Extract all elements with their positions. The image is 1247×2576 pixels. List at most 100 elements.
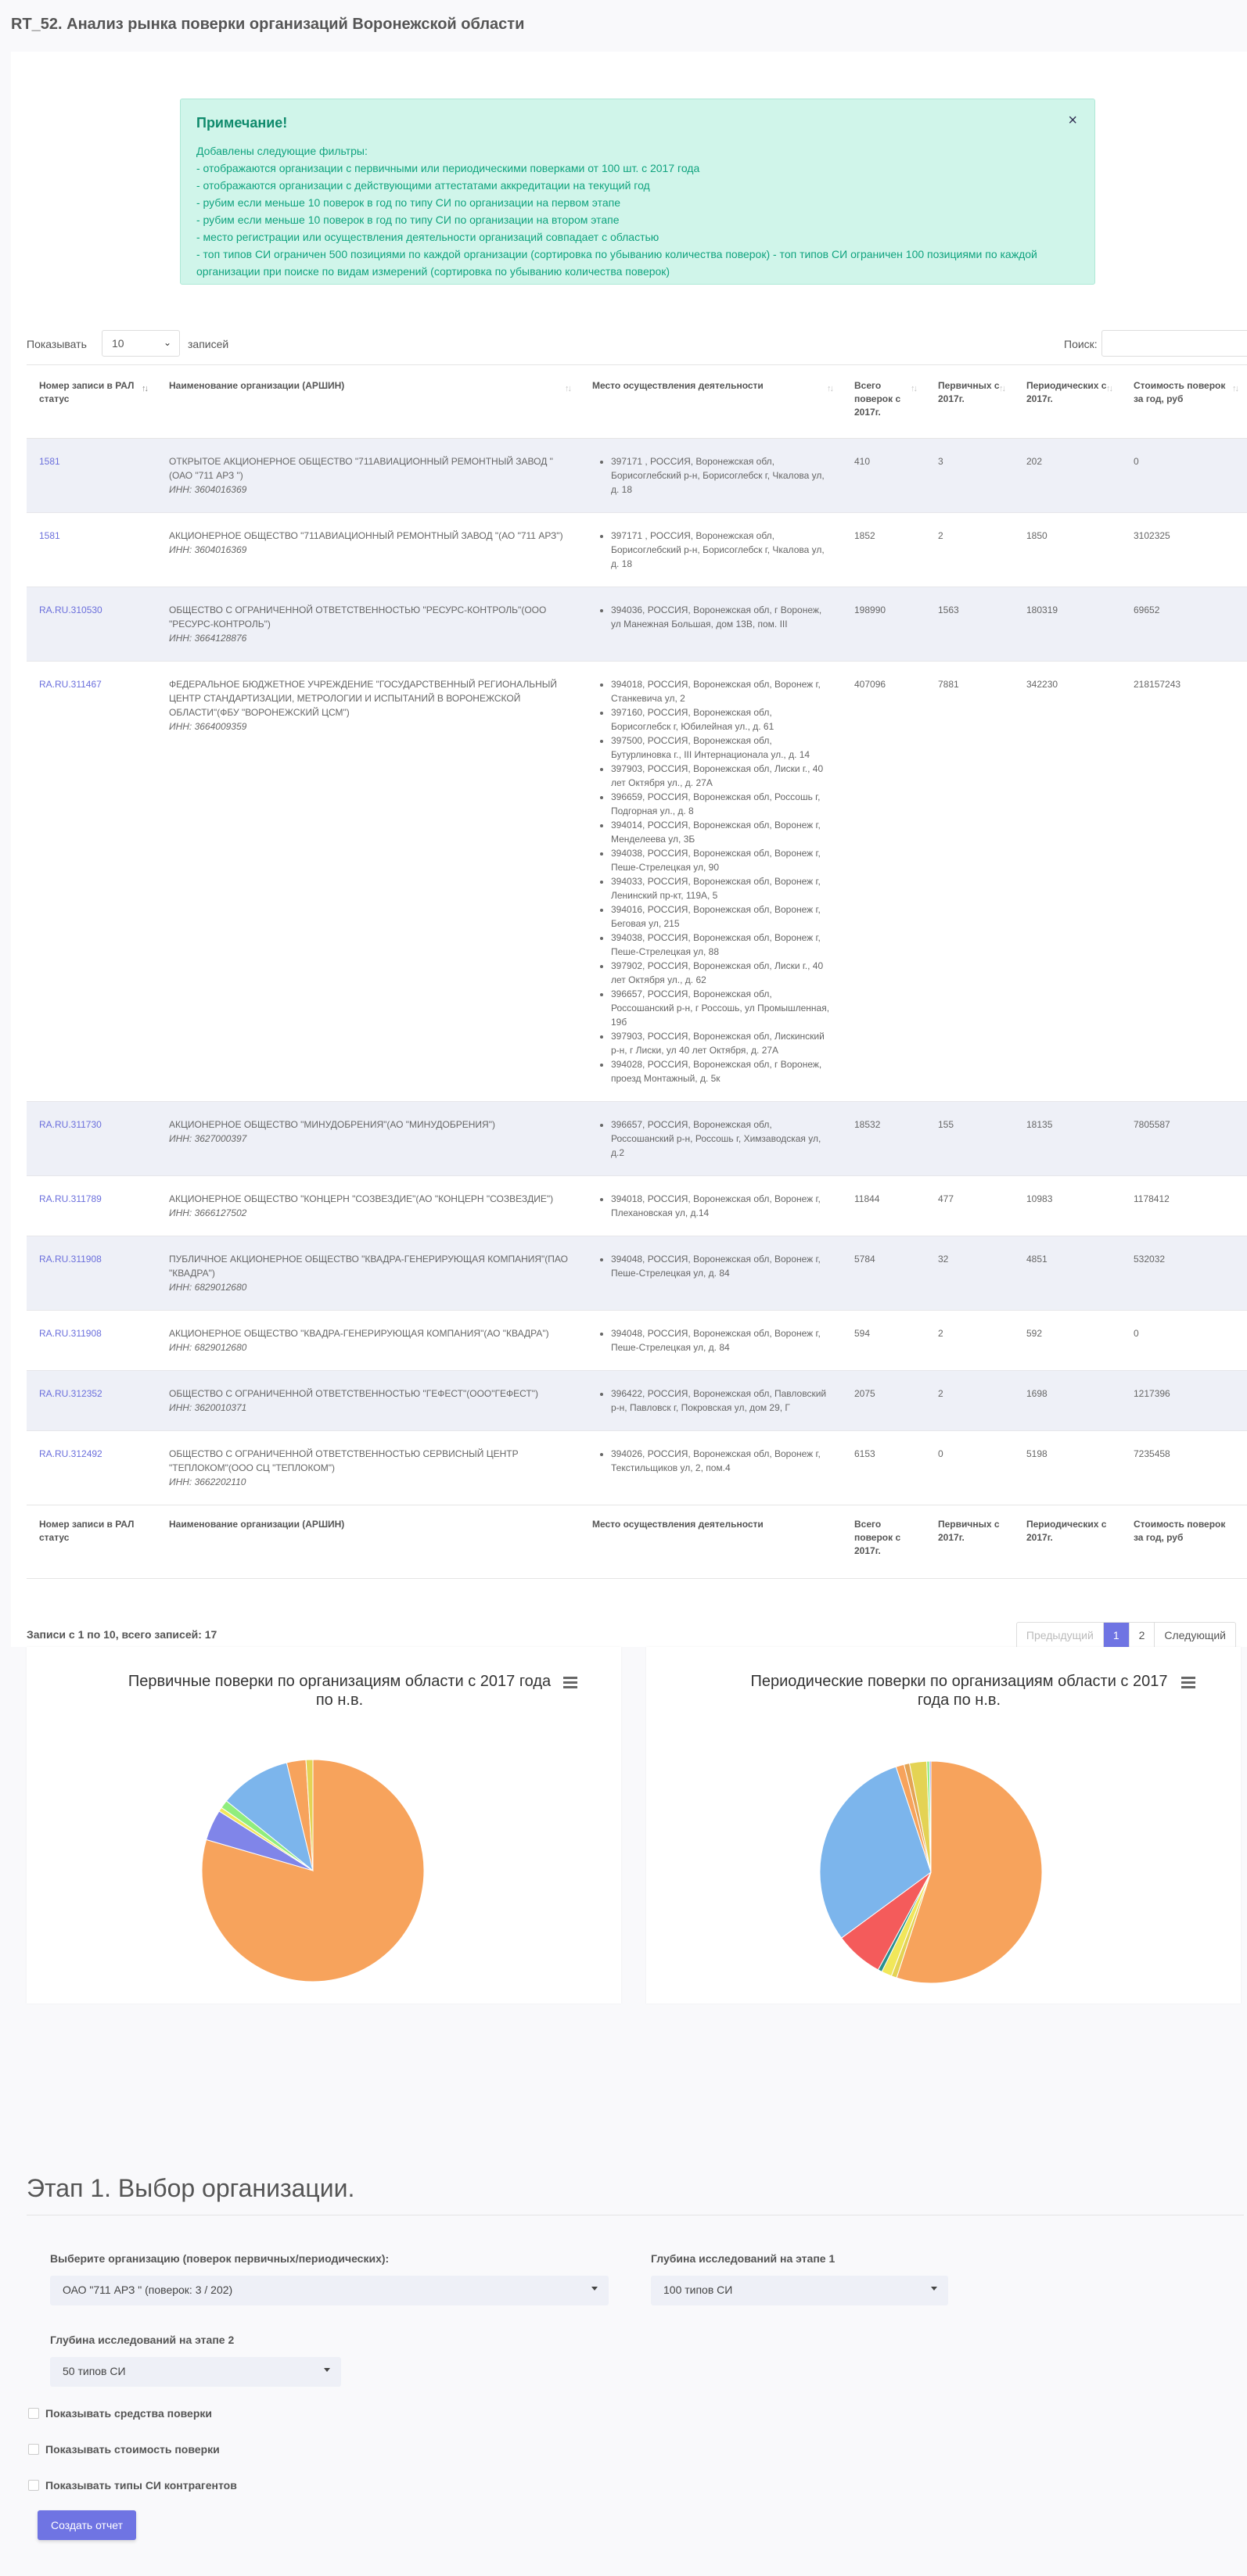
column-header[interactable]: Номер записи в РАЛ статус ↑↓: [27, 364, 156, 439]
ral-link[interactable]: RA.RU.312352: [39, 1388, 102, 1399]
column-footer: Место осуществления деятельности: [580, 1505, 842, 1579]
ral-link[interactable]: RA.RU.311730: [39, 1119, 102, 1130]
org-name: АКЦИОНЕРНОЕ ОБЩЕСТВО "КОНЦЕРН "СОЗВЕЗДИЕ…: [169, 1193, 554, 1204]
alert-line: Добавлены следующие фильтры:: [196, 145, 368, 157]
ral-link[interactable]: RA.RU.312492: [39, 1448, 102, 1459]
org-name-cell: ПУБЛИЧНОЕ АКЦИОНЕРНОЕ ОБЩЕСТВО "КВАДРА-Г…: [156, 1236, 580, 1311]
alert-line: - рубим если меньше 10 поверок в год по …: [196, 196, 620, 209]
cost-cell: 0: [1121, 1310, 1247, 1371]
places-list: 396422, РОССИЯ, Воронежская обл, Павловс…: [592, 1387, 832, 1415]
pie-slice[interactable]: [929, 1760, 932, 1873]
cost-cell: 218157243: [1121, 661, 1247, 1102]
depth1-select[interactable]: 100 типов СИ: [651, 2276, 948, 2305]
places-cell: 396657, РОССИЯ, Воронежская обл, Россоша…: [580, 1101, 842, 1176]
search-input[interactable]: [1101, 330, 1247, 357]
page-button[interactable]: 2: [1128, 1623, 1155, 1648]
checkbox-icon[interactable]: [28, 2444, 39, 2455]
page-size-value: 10: [112, 337, 124, 350]
periodic-pie-chart: [819, 1760, 1043, 1984]
places-list: 394048, РОССИЯ, Воронежская обл, Воронеж…: [592, 1252, 832, 1280]
cost-cell: 69652: [1121, 587, 1247, 662]
ral-cell: 1581: [27, 512, 156, 587]
places-cell: 397171 , РОССИЯ, Воронежская обл, Борисо…: [580, 438, 842, 513]
ral-link[interactable]: RA.RU.310530: [39, 605, 102, 615]
org-inn: ИНН: 3604016369: [169, 544, 247, 555]
place-item: 394048, РОССИЯ, Воронежская обл, Воронеж…: [611, 1252, 832, 1280]
column-header[interactable]: Наименование организации (АРШИН) ↑↓: [156, 364, 580, 439]
ral-cell: RA.RU.311467: [27, 661, 156, 1102]
place-item: 396657, РОССИЯ, Воронежская обл, Россоша…: [611, 987, 832, 1029]
sort-icon: ↑↓: [565, 384, 572, 393]
menu-icon[interactable]: [563, 1677, 577, 1689]
column-header[interactable]: Всего поверок с 2017г. ↑↓: [842, 364, 925, 439]
page-header: RT_52. Анализ рынка поверки организаций …: [0, 0, 1247, 48]
primary-cell: 2: [925, 1310, 1014, 1371]
ral-link[interactable]: 1581: [39, 456, 60, 467]
pie-slice[interactable]: [225, 1762, 314, 1872]
column-header[interactable]: Место осуществления деятельности ↑↓: [580, 364, 842, 439]
pie-slice[interactable]: [305, 1759, 314, 1871]
places-list: 394048, РОССИЯ, Воронежская обл, Воронеж…: [592, 1326, 832, 1354]
places-cell: 394036, РОССИЯ, Воронежская обл, г Ворон…: [580, 587, 842, 662]
total-cell: 410: [842, 438, 925, 513]
ral-link[interactable]: RA.RU.311789: [39, 1193, 102, 1204]
chart-title: Периодические поверки по организациям об…: [750, 1673, 1168, 1709]
place-item: 394038, РОССИЯ, Воронежская обл, Воронеж…: [611, 846, 832, 874]
org-name: ОБЩЕСТВО С ОГРАНИЧЕННОЙ ОТВЕТСТВЕННОСТЬЮ…: [169, 1448, 519, 1473]
pie-slice[interactable]: [896, 1760, 1043, 1984]
pie-slice[interactable]: [201, 1759, 425, 1982]
table-row: RA.RU.312352 ОБЩЕСТВО С ОГРАНИЧЕННОЙ ОТВЕ…: [27, 1370, 1247, 1431]
show-types-checkbox[interactable]: Показывать типы СИ контрагентов: [28, 2479, 237, 2492]
checkbox-icon[interactable]: [28, 2408, 39, 2419]
places-list: 397171 , РОССИЯ, Воронежская обл, Борисо…: [592, 454, 832, 497]
depth2-select[interactable]: 50 типов СИ: [50, 2357, 341, 2387]
create-report-button[interactable]: Создать отчет: [38, 2510, 136, 2540]
alert-line: - рубим если меньше 10 поверок в год по …: [196, 213, 620, 226]
periodic-cell: 342230: [1014, 661, 1121, 1102]
place-item: 394018, РОССИЯ, Воронежская обл, Воронеж…: [611, 677, 832, 705]
org-name: АКЦИОНЕРНОЕ ОБЩЕСТВО "МИНУДОБРЕНИЯ"(АО "…: [169, 1119, 495, 1130]
place-item: 397902, РОССИЯ, Воронежская обл, Лиски г…: [611, 959, 832, 987]
menu-icon[interactable]: [1181, 1677, 1195, 1689]
ral-link[interactable]: RA.RU.311908: [39, 1254, 102, 1265]
show-tools-checkbox[interactable]: Показывать средства поверки: [28, 2407, 212, 2420]
org-select[interactable]: ОАО "711 АРЗ " (поверок: 3 / 202): [50, 2276, 609, 2305]
show-cost-checkbox[interactable]: Показывать стоимость поверки: [28, 2443, 220, 2456]
primary-cell: 7881: [925, 661, 1014, 1102]
places-list: 397171 , РОССИЯ, Воронежская обл, Борисо…: [592, 529, 832, 571]
alert-line: - отображаются организации с действующим…: [196, 179, 650, 192]
alert-line: организации при поиске по видам измерени…: [196, 265, 670, 278]
org-inn: ИНН: 3662202110: [169, 1476, 246, 1487]
periodic-cell: 18135: [1014, 1101, 1121, 1176]
total-cell: 6153: [842, 1430, 925, 1505]
ral-cell: RA.RU.312352: [27, 1370, 156, 1431]
org-name: АКЦИОНЕРНОЕ ОБЩЕСТВО "711АВИАЦИОННЫЙ РЕМ…: [169, 530, 563, 541]
periodic-cell: 5198: [1014, 1430, 1121, 1505]
checkbox-icon[interactable]: [28, 2480, 39, 2491]
ral-cell: RA.RU.311908: [27, 1236, 156, 1311]
places-list: 394018, РОССИЯ, Воронежская обл, Воронеж…: [592, 677, 832, 1085]
column-footer: Периодических с 2017г.: [1014, 1505, 1121, 1579]
pie-slice[interactable]: [819, 1766, 932, 1939]
prev-page-button[interactable]: Предыдущий: [1026, 1629, 1094, 1641]
page-button[interactable]: 1: [1102, 1623, 1129, 1648]
primary-pie-chart: [201, 1759, 425, 1982]
table-row: RA.RU.311789 АКЦИОНЕРНОЕ ОБЩЕСТВО "КОНЦЕР…: [27, 1175, 1247, 1236]
records-label: записей: [188, 338, 229, 350]
caret-down-icon: [591, 2287, 598, 2291]
ral-link[interactable]: RA.RU.311467: [39, 679, 102, 690]
next-page-button[interactable]: Следующий: [1154, 1623, 1235, 1648]
column-header[interactable]: Первичных с 2017г. ↑↓: [925, 364, 1014, 439]
places-cell: 394018, РОССИЯ, Воронежская обл, Воронеж…: [580, 1175, 842, 1236]
close-icon[interactable]: ×: [1068, 112, 1077, 129]
ral-link[interactable]: 1581: [39, 530, 60, 541]
page-title: RT_52. Анализ рынка поверки организаций …: [11, 16, 525, 33]
column-header[interactable]: Периодических с 2017г. ↑↓: [1014, 364, 1121, 439]
ral-cell: RA.RU.311908: [27, 1310, 156, 1371]
periodic-cell: 202: [1014, 438, 1121, 513]
table-row: RA.RU.311908 АКЦИОНЕРНОЕ ОБЩЕСТВО "КВАДРА…: [27, 1310, 1247, 1371]
column-header[interactable]: Стоимость поверок за год, руб ↑↓: [1121, 364, 1247, 439]
table-row: RA.RU.310530 ОБЩЕСТВО С ОГРАНИЧЕННОЙ ОТВЕ…: [27, 587, 1247, 662]
ral-link[interactable]: RA.RU.311908: [39, 1328, 102, 1339]
page-size-select[interactable]: 10 ⌄: [102, 330, 180, 357]
